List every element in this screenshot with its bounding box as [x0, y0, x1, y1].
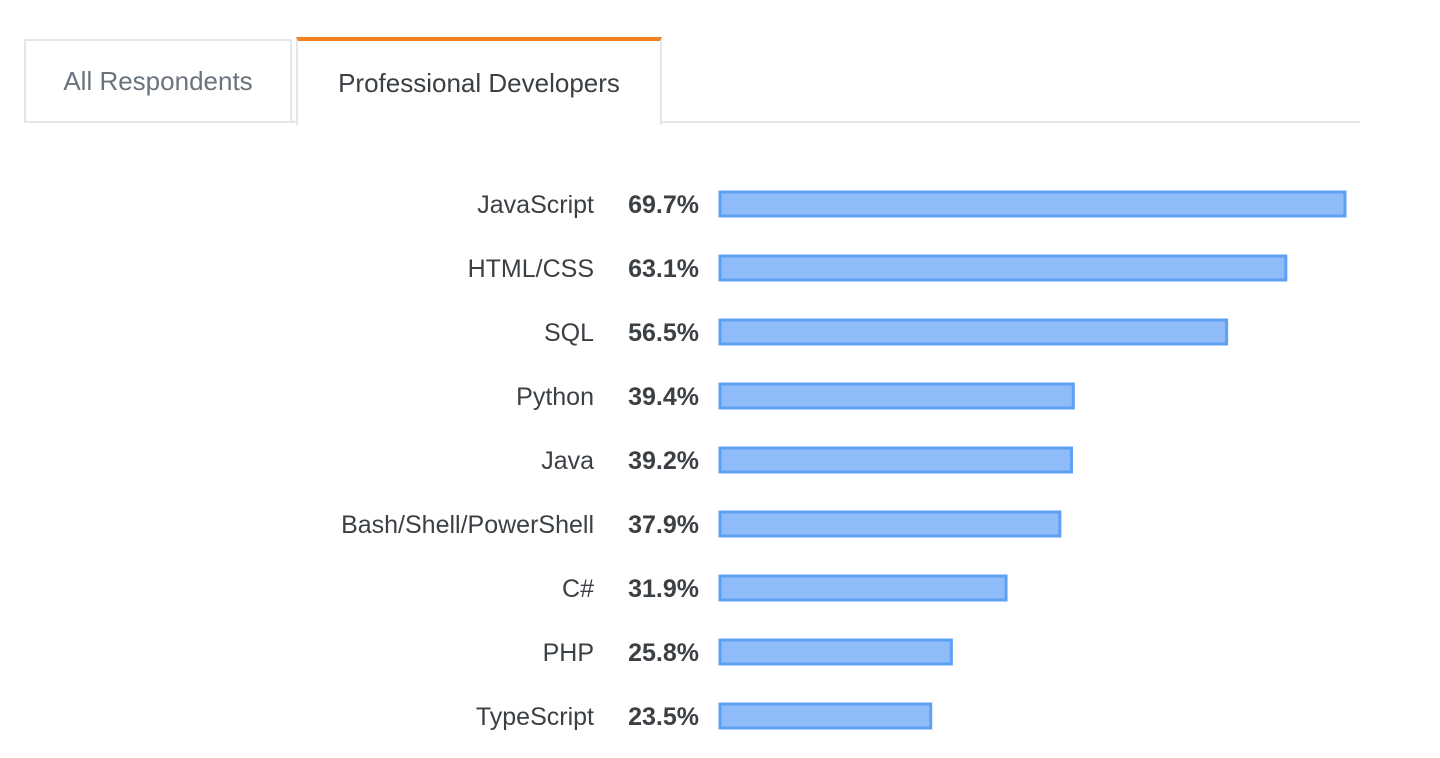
value-label-typescript: 23.5% [628, 703, 699, 731]
category-label-javascript: JavaScript [477, 191, 594, 219]
value-label-php: 25.8% [628, 639, 699, 667]
value-label-python: 39.4% [628, 383, 699, 411]
tab-professional-developers[interactable]: Professional Developers [296, 37, 662, 125]
category-label-bash-shell-powershell: Bash/Shell/PowerShell [341, 511, 594, 539]
category-label-typescript: TypeScript [476, 703, 594, 731]
value-label-sql: 56.5% [628, 319, 699, 347]
value-label-java: 39.2% [628, 447, 699, 475]
tab-all-respondents-label: All Respondents [63, 65, 253, 96]
language-usage-bar-chart: JavaScript 69.7% HTML/CSS 63.1% SQL 56.5% Pyth… [341, 190, 1347, 731]
bar-html-css [718, 254, 1288, 282]
bar-python [718, 382, 1075, 410]
tab-professional-developers-label: Professional Developers [338, 67, 620, 98]
tab-all-respondents[interactable]: All Respondents [24, 39, 292, 123]
bar-java [718, 446, 1074, 474]
category-label-c: C# [562, 575, 594, 603]
bar-php [718, 638, 953, 666]
value-label-html-css: 63.1% [628, 255, 699, 283]
category-label-html-css: HTML/CSS [468, 255, 594, 283]
value-label-javascript: 69.7% [628, 191, 699, 219]
category-label-sql: SQL [544, 319, 594, 347]
bar-javascript [718, 190, 1347, 218]
category-label-java: Java [541, 447, 594, 475]
category-label-python: Python [516, 383, 594, 411]
bar-typescript [718, 702, 933, 730]
category-label-php: PHP [543, 639, 594, 667]
value-label-bash-shell-powershell: 37.9% [628, 511, 699, 539]
bar-sql [718, 318, 1229, 346]
bar-c [718, 574, 1008, 602]
value-label-c: 31.9% [628, 575, 699, 603]
bar-bash-shell-powershell [718, 510, 1062, 538]
tab-bar: All Respondents Professional Developers [24, 37, 1360, 125]
